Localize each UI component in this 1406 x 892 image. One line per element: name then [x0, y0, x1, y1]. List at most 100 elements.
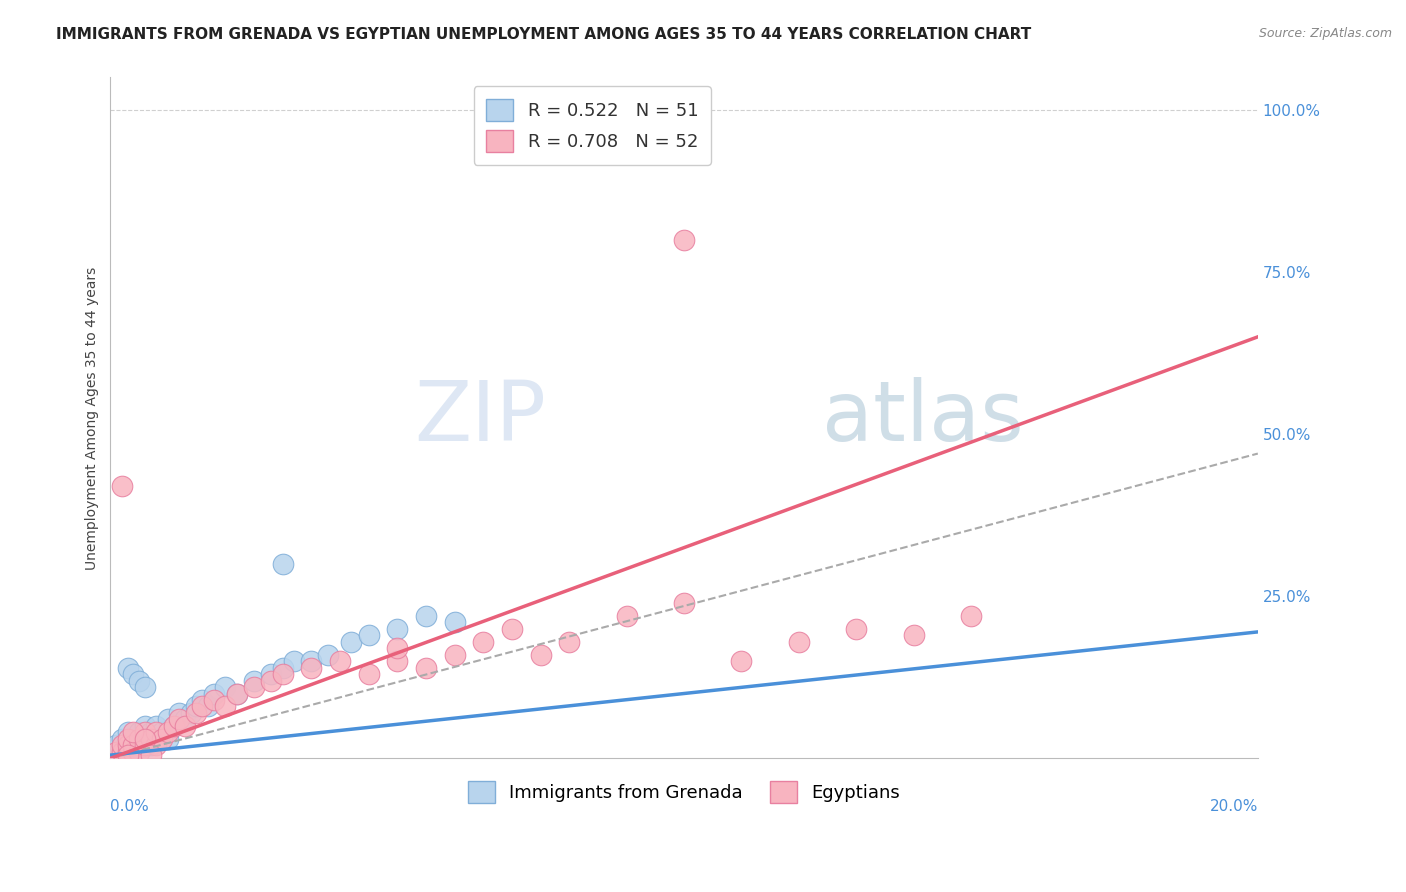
Point: [134, 725, 156, 739]
Point: [225, 686, 247, 700]
Point: [145, 731, 167, 746]
Point: [501, 622, 523, 636]
Point: [415, 608, 437, 623]
Point: [128, 725, 150, 739]
Point: [128, 739, 150, 753]
Point: [202, 686, 225, 700]
Point: [150, 731, 173, 746]
Point: [357, 628, 380, 642]
Point: [214, 680, 236, 694]
Point: [122, 739, 145, 753]
Point: [117, 745, 139, 759]
Point: [318, 648, 340, 662]
Point: [128, 745, 150, 759]
Point: [117, 660, 139, 674]
Point: [139, 725, 162, 739]
Point: [117, 745, 139, 759]
Point: [299, 660, 322, 674]
Point: [111, 479, 134, 493]
Point: [162, 719, 184, 733]
Point: [329, 654, 352, 668]
Text: 0.0%: 0.0%: [111, 799, 149, 814]
Point: [202, 693, 225, 707]
Point: [134, 739, 156, 753]
Point: [117, 731, 139, 746]
Text: atlas: atlas: [823, 377, 1024, 458]
Point: [340, 634, 363, 648]
Point: [139, 731, 162, 746]
Point: [180, 706, 202, 720]
Text: 20.0%: 20.0%: [1209, 799, 1258, 814]
Y-axis label: Unemployment Among Ages 35 to 44 years: Unemployment Among Ages 35 to 44 years: [86, 267, 100, 569]
Point: [134, 731, 156, 746]
Point: [415, 660, 437, 674]
Point: [214, 699, 236, 714]
Point: [174, 713, 197, 727]
Point: [111, 731, 134, 746]
Point: [387, 622, 409, 636]
Point: [271, 557, 294, 571]
Point: [122, 745, 145, 759]
Point: [150, 725, 173, 739]
Point: [260, 667, 283, 681]
Point: [105, 745, 128, 759]
Point: [443, 615, 465, 629]
Point: [186, 699, 208, 714]
Point: [145, 739, 167, 753]
Point: [111, 739, 134, 753]
Point: [122, 739, 145, 753]
Point: [174, 719, 197, 733]
Point: [299, 654, 322, 668]
Point: [134, 731, 156, 746]
Point: [558, 634, 581, 648]
Point: [111, 739, 134, 753]
Legend: Immigrants from Grenada, Egyptians: Immigrants from Grenada, Egyptians: [461, 774, 908, 811]
Point: [197, 699, 219, 714]
Point: [145, 719, 167, 733]
Point: [134, 680, 156, 694]
Point: [117, 731, 139, 746]
Text: ZIP: ZIP: [415, 377, 547, 458]
Point: [117, 739, 139, 753]
Point: [960, 608, 983, 623]
Point: [845, 622, 868, 636]
Point: [673, 596, 696, 610]
Point: [139, 739, 162, 753]
Point: [117, 739, 139, 753]
Point: [387, 641, 409, 656]
Point: [260, 673, 283, 688]
Point: [128, 731, 150, 746]
Point: [225, 686, 247, 700]
Point: [283, 654, 305, 668]
Point: [162, 719, 184, 733]
Point: [111, 745, 134, 759]
Point: [156, 731, 179, 746]
Point: [128, 673, 150, 688]
Point: [903, 628, 925, 642]
Point: [122, 667, 145, 681]
Point: [787, 634, 810, 648]
Point: [134, 719, 156, 733]
Point: [167, 706, 190, 720]
Point: [616, 608, 638, 623]
Point: [156, 725, 179, 739]
Point: [357, 667, 380, 681]
Point: [243, 680, 266, 694]
Point: [105, 745, 128, 759]
Point: [730, 654, 752, 668]
Point: [122, 725, 145, 739]
Point: [128, 745, 150, 759]
Point: [167, 713, 190, 727]
Point: [122, 745, 145, 759]
Point: [191, 699, 214, 714]
Point: [186, 706, 208, 720]
Point: [139, 748, 162, 763]
Point: [443, 648, 465, 662]
Point: [243, 673, 266, 688]
Text: Source: ZipAtlas.com: Source: ZipAtlas.com: [1258, 27, 1392, 40]
Point: [191, 693, 214, 707]
Point: [156, 713, 179, 727]
Point: [472, 634, 495, 648]
Point: [117, 725, 139, 739]
Point: [673, 233, 696, 247]
